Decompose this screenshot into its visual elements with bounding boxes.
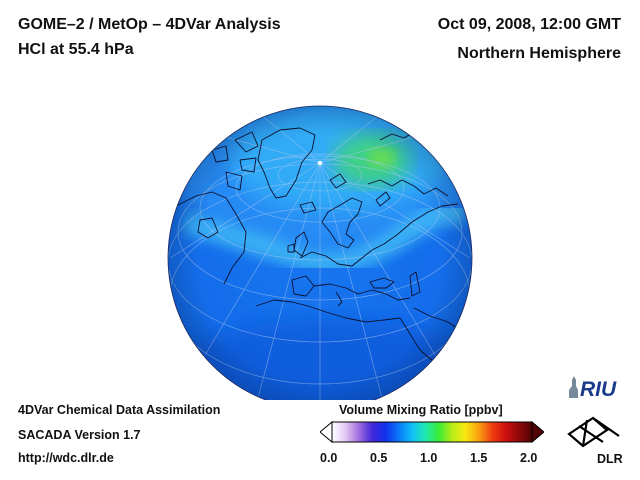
footer-version: SACADA Version 1.7 (18, 428, 141, 442)
footer-url[interactable]: http://wdc.dlr.de (18, 451, 114, 465)
colorbar-tick-label: 0.5 (370, 451, 388, 465)
globe-map (167, 105, 473, 400)
colorbar-tick-label: 1.5 (470, 451, 488, 465)
dlr-emblem-icon (567, 416, 620, 448)
colorbar (320, 420, 544, 444)
map-title: GOME–2 / MetOp – 4DVar Analysis (18, 16, 281, 33)
map-date: Oct 09, 2008, 12:00 GMT (437, 16, 621, 33)
colorbar-max-arrow (531, 420, 544, 444)
dlr-logo: DLR (567, 416, 623, 466)
svg-text:DLR: DLR (597, 452, 623, 466)
pole-marker (317, 160, 323, 166)
map-subtitle: HCl at 55.4 hPa (18, 41, 134, 58)
colorbar-min-arrow (320, 420, 333, 444)
svg-text:RIU: RIU (580, 378, 617, 401)
colorbar-scale (331, 421, 533, 443)
cathedral-icon (569, 376, 578, 398)
riu-logo: RIU (569, 376, 617, 401)
colorbar-title: Volume Mixing Ratio [ppbv] (339, 403, 503, 417)
colorbar-tick-label: 1.0 (420, 451, 438, 465)
colorbar-tick-label: 2.0 (520, 451, 538, 465)
colorbar-tick-label: 0.0 (320, 451, 338, 465)
map-region: Northern Hemisphere (457, 45, 621, 62)
footer-system: 4DVar Chemical Data Assimilation (18, 403, 221, 417)
